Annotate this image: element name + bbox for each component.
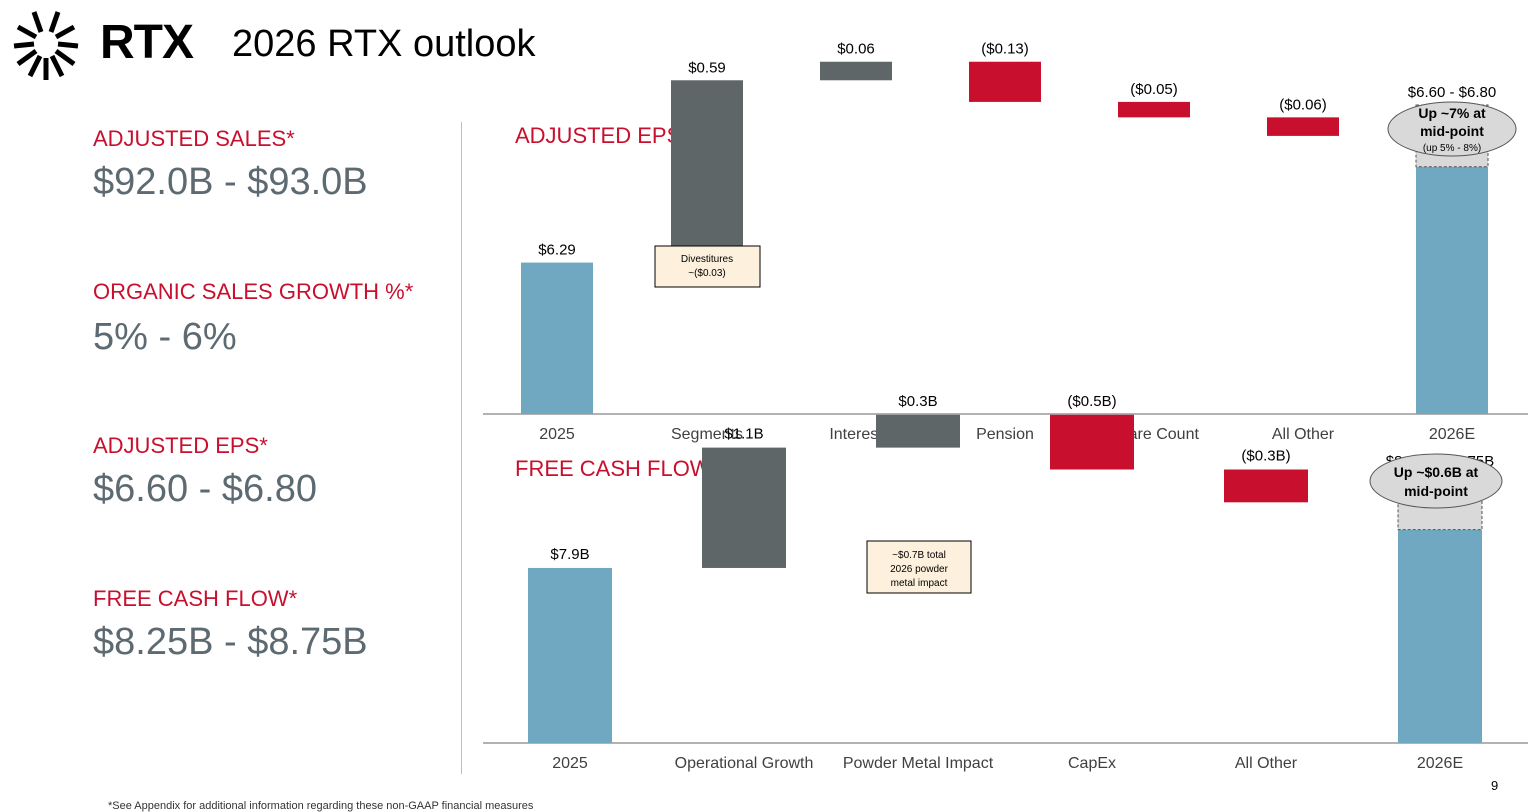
eps-category-label-0: 2025: [539, 426, 575, 443]
fcf-bar-3: [1050, 414, 1134, 470]
brand-name: RTX: [100, 16, 194, 69]
fcf-category-label-3: CapEx: [1068, 755, 1116, 772]
fcf-chart-title: FREE CASH FLOW*: [515, 456, 720, 481]
eps-data-label-3: ($0.13): [981, 41, 1029, 58]
fcf-bar-4: [1224, 469, 1308, 503]
eps-category-label-1: Segments: [671, 426, 743, 443]
eps-category-label-5: All Other: [1272, 426, 1335, 443]
eps-callout-line1: Up ~7% at: [1418, 105, 1486, 121]
fcf-category-label-5: 2026E: [1417, 755, 1463, 772]
kpi-label-free-cash-flow: FREE CASH FLOW*: [93, 586, 298, 611]
column-divider: [461, 122, 462, 774]
eps-annotation-line1: Divestitures: [681, 254, 733, 265]
fcf-bar-2: [876, 414, 960, 448]
fcf-annotation-line3: metal impact: [891, 578, 948, 589]
eps-category-label-2: Interest: [829, 426, 883, 443]
fcf-category-label-1: Operational Growth: [675, 755, 814, 772]
fcf-bar-0: [528, 567, 612, 743]
page-number: 9: [1491, 778, 1499, 793]
eps-data-label-4: ($0.05): [1130, 81, 1178, 98]
kpi-value-adjusted-sales: $92.0B - $93.0B: [93, 161, 368, 203]
eps-chart-title: ADJUSTED EPS*: [515, 123, 690, 148]
rtx-logo: [13, 11, 79, 80]
kpi-value-adjusted-eps: $6.60 - $6.80: [93, 468, 317, 510]
fcf-category-label-4: All Other: [1235, 755, 1298, 772]
eps-callout: [1387, 101, 1517, 157]
kpi-value-free-cash-flow: $8.25B - $8.75B: [93, 621, 368, 663]
fcf-callout-line1: Up ~$0.6B at: [1394, 464, 1479, 480]
eps-bar-2: [820, 61, 892, 81]
eps-annotation-line2: ~($0.03): [688, 268, 726, 279]
eps-data-label-0: $6.29: [538, 242, 576, 259]
fcf-callout-line2: mid-point: [1404, 483, 1468, 499]
fcf-data-label-2: $0.3B: [898, 393, 937, 410]
eps-annotation-box: [654, 245, 761, 288]
fcf-data-label-1: $1.1B: [724, 426, 763, 443]
kpi-value-organic-growth: 5% - 6%: [93, 316, 237, 358]
eps-callout-line2: mid-point: [1420, 123, 1484, 139]
fcf-annotation-line2: 2026 powder: [890, 564, 948, 575]
eps-category-label-6: 2026E: [1429, 426, 1475, 443]
eps-bar-6: [1416, 166, 1488, 414]
eps-data-label-6: $6.60 - $6.80: [1408, 84, 1496, 101]
kpi-label-adjusted-eps: ADJUSTED EPS*: [93, 433, 268, 458]
fcf-annotation-line1: ~$0.7B total: [892, 550, 946, 561]
eps-callout-line3: (up 5% - 8%): [1423, 143, 1481, 154]
fcf-callout: [1369, 453, 1503, 509]
fcf-annotation-box: [866, 540, 972, 594]
eps-data-label-2: $0.06: [837, 41, 875, 58]
fcf-data-label-3: ($0.5B): [1067, 393, 1116, 410]
fcf-data-label-4: ($0.3B): [1241, 448, 1290, 465]
footnote: *See Appendix for additional information…: [108, 800, 534, 812]
fcf-category-label-0: 2025: [552, 755, 588, 772]
eps-bar-3: [969, 61, 1041, 102]
eps-bar-4: [1118, 101, 1190, 118]
eps-bar-5: [1267, 117, 1339, 136]
fcf-category-label-2: Powder Metal Impact: [843, 755, 994, 772]
page-title: 2026 RTX outlook: [232, 23, 536, 65]
fcf-bar-1: [702, 447, 786, 568]
eps-bar-0: [521, 262, 593, 414]
fcf-bar-5: [1398, 529, 1482, 743]
eps-bar-1: [671, 80, 743, 263]
eps-data-label-5: ($0.06): [1279, 96, 1327, 113]
kpi-label-adjusted-sales: ADJUSTED SALES*: [93, 126, 295, 151]
eps-category-label-3: Pension: [976, 426, 1034, 443]
fcf-data-label-0: $7.9B: [550, 546, 589, 563]
eps-data-label-1: $0.59: [688, 59, 726, 76]
kpi-label-organic-growth: ORGANIC SALES GROWTH %*: [93, 279, 414, 304]
